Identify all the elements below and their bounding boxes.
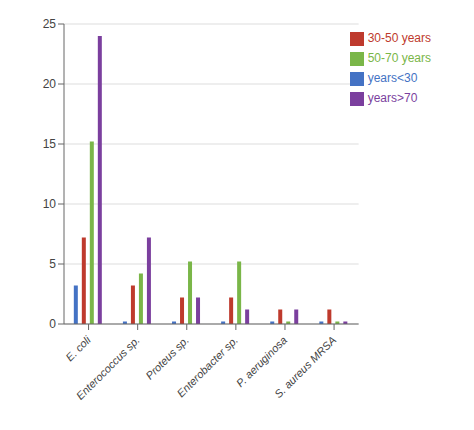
html-text:years>70: years>70	[367, 91, 418, 105]
html-text:years<30: years<30	[367, 71, 418, 85]
html-text:50-70 years: 50-70 years	[367, 51, 431, 65]
svg-text:5: 5	[49, 257, 56, 271]
svg-text:Enterococcus sp.: Enterococcus sp.	[74, 334, 142, 402]
svg-text:S. aureus MRSA: S. aureus MRSA	[272, 334, 338, 400]
svg-text:10: 10	[43, 197, 57, 211]
svg-text:Proteus sp.: Proteus sp.	[143, 334, 191, 382]
svg-text:0: 0	[49, 317, 56, 331]
svg-text:20: 20	[43, 77, 57, 91]
svg-text:P. aeruginosa: P. aeruginosa	[234, 334, 289, 389]
svg-text:25: 25	[43, 17, 57, 31]
svg-text:Enterobacter sp.: Enterobacter sp.	[175, 334, 241, 400]
svg-text:15: 15	[43, 137, 57, 151]
svg-text:E. coli: E. coli	[63, 333, 93, 363]
html-text:30-50 years: 30-50 years	[367, 31, 431, 45]
